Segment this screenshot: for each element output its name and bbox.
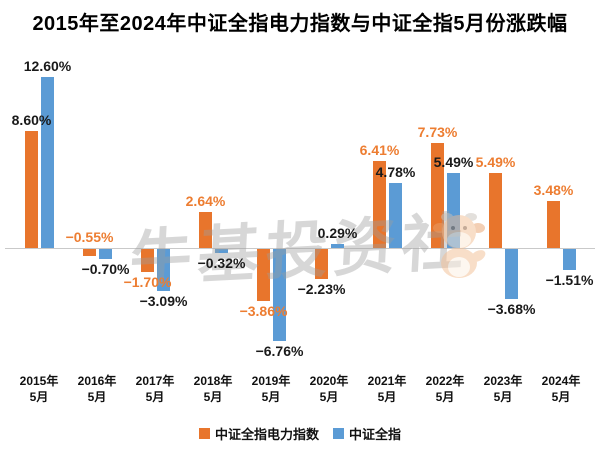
bar-series1-2016 (99, 249, 112, 259)
x-tick-label: 2017年 5月 (135, 374, 175, 404)
bar-series1-2023 (505, 249, 518, 299)
x-tick-label: 2023年 5月 (483, 374, 523, 404)
bar-series0-2021 (373, 161, 386, 248)
bar-series0-2019 (257, 249, 270, 301)
legend-label: 中证全指 (349, 427, 402, 442)
value-label: −3.68% (487, 301, 536, 317)
x-tick-label: 2016年 5月 (77, 374, 117, 404)
bar-series1-2018 (215, 249, 228, 253)
value-label: −2.23% (297, 281, 346, 297)
value-label: −1.51% (545, 272, 594, 288)
bar-series1-2021 (389, 183, 402, 248)
bar-series0-2017 (141, 249, 154, 272)
legend-label: 中证全指电力指数 (214, 427, 319, 442)
value-label: 8.60% (11, 112, 52, 128)
bar-series0-2022 (431, 143, 444, 248)
bar-series1-2015 (41, 77, 54, 248)
value-label: 5.49% (475, 154, 516, 170)
bar-series0-2024 (547, 201, 560, 248)
value-label: 6.41% (359, 142, 400, 158)
value-label: 4.78% (375, 164, 416, 180)
bar-series1-2022 (447, 173, 460, 248)
value-label: −3.09% (139, 293, 188, 309)
x-tick-label: 2019年 5月 (251, 374, 291, 404)
value-label: −1.70% (123, 274, 172, 290)
bar-series0-2020 (315, 249, 328, 279)
value-label: 12.60% (23, 58, 72, 74)
value-label: 5.49% (433, 154, 474, 170)
bar-series0-2018 (199, 212, 212, 248)
x-axis: 2015年 5月 2016年 5月 2017年 5月 2018年 5月 2019年 5月… (0, 373, 600, 415)
x-tick-label: 2015年 5月 (19, 374, 59, 404)
value-label: −0.32% (197, 255, 246, 271)
value-label: −0.55% (65, 229, 114, 245)
value-label: 2.64% (185, 193, 226, 209)
bar-series1-2024 (563, 249, 576, 270)
x-axis-line (5, 248, 595, 249)
bar-series1-2019 (273, 249, 286, 341)
value-label: 0.29% (317, 225, 358, 241)
bar-series1-2017 (157, 249, 170, 291)
legend-swatch-icon (333, 428, 344, 439)
bar-series1-2020 (331, 244, 344, 248)
legend-item-0: 中证全指电力指数 (198, 424, 319, 443)
value-label: −0.70% (81, 261, 130, 277)
x-tick-label: 2021年 5月 (367, 374, 407, 404)
plot-area: 牛基投资社 8.60% −0.55% −1.70% 2.64% −3.86% −2.23%… (0, 40, 600, 375)
chart-title: 2015年至2024年中证全指电力指数与中证全指5月份涨跌幅 (32, 13, 568, 35)
bar-series0-2016 (83, 249, 96, 256)
x-tick-label: 2020年 5月 (309, 374, 349, 404)
value-label: 7.73% (417, 124, 458, 140)
x-tick-label: 2018年 5月 (193, 374, 233, 404)
legend-item-1: 中证全指 (333, 424, 401, 443)
legend-swatch-icon (198, 428, 210, 439)
legend: 中证全指电力指数 中证全指 (0, 424, 600, 443)
value-label: −3.86% (239, 303, 288, 319)
bar-series0-2023 (489, 173, 502, 248)
value-label: 3.48% (533, 182, 574, 198)
value-label: −6.76% (255, 343, 304, 359)
bar-series0-2015 (25, 131, 38, 248)
x-tick-label: 2022年 5月 (425, 374, 465, 404)
x-tick-label: 2024年 5月 (541, 374, 581, 404)
